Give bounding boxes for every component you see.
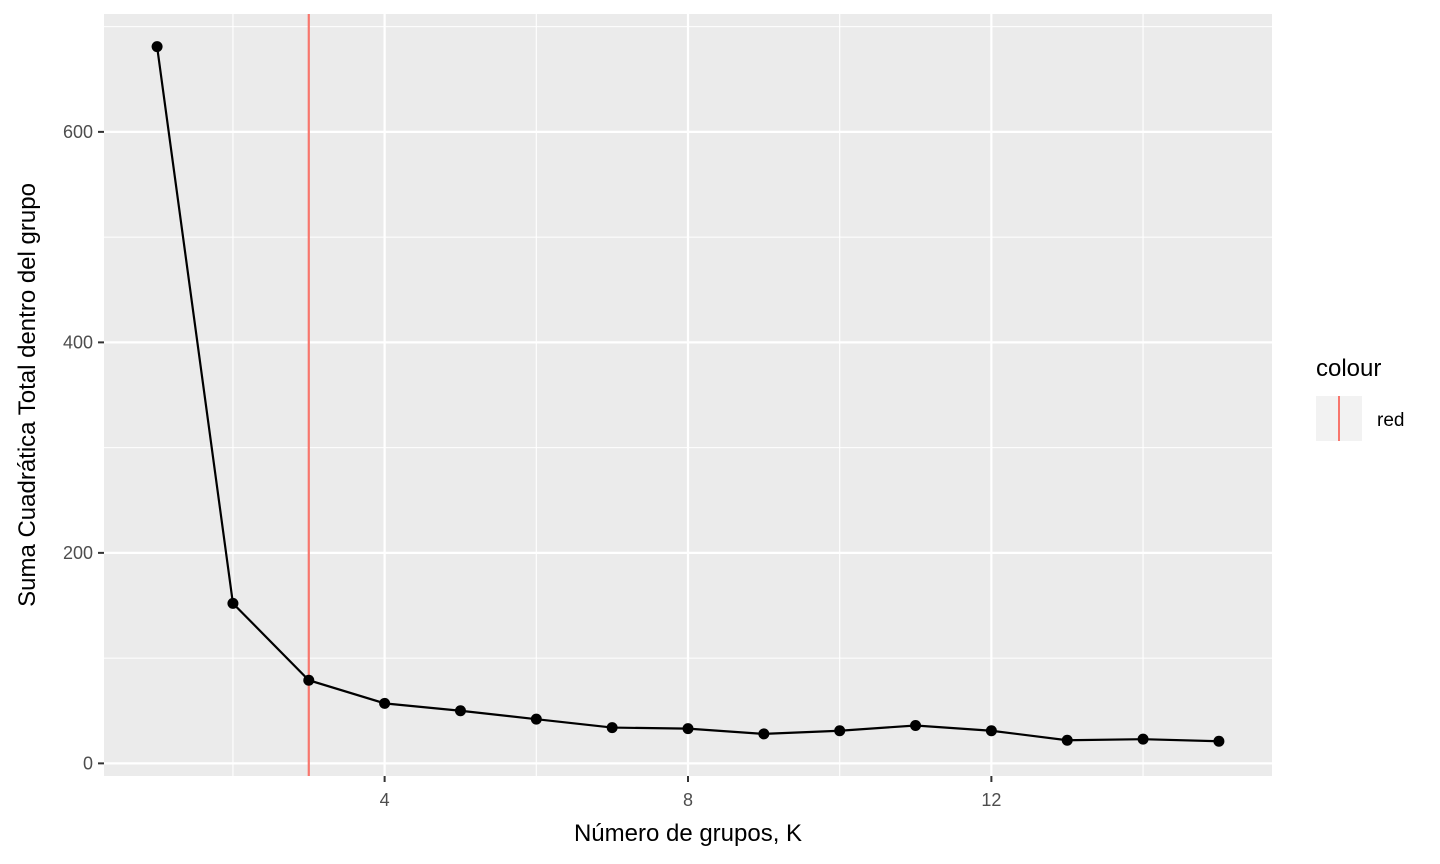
- y-tick-label: 200: [63, 543, 93, 563]
- x-axis-ticks: 4 8 12: [380, 776, 1001, 810]
- data-point: [1061, 734, 1073, 746]
- legend-label-red: red: [1377, 410, 1404, 431]
- x-tick-label: 12: [981, 790, 1001, 810]
- data-point: [151, 41, 163, 53]
- legend-title: colour: [1316, 355, 1381, 382]
- y-tick-label: 400: [63, 332, 93, 352]
- major-gridlines: [104, 14, 1272, 776]
- y-tick-label: 600: [63, 122, 93, 142]
- data-point: [1213, 735, 1225, 747]
- data-point: [1137, 733, 1149, 745]
- y-axis-ticks: 0 200 400 600: [63, 122, 104, 773]
- data-point: [682, 723, 694, 735]
- data-point: [454, 705, 466, 717]
- data-point: [303, 674, 315, 686]
- data-point: [834, 725, 846, 737]
- data-point: [606, 722, 618, 734]
- series-layer: [151, 41, 1225, 747]
- x-tick-label: 8: [683, 790, 693, 810]
- legend: colour red: [1316, 355, 1404, 441]
- data-point: [227, 597, 239, 609]
- y-axis-title: Suma Cuadrática Total dentro del grupo: [14, 183, 41, 607]
- y-tick-label: 0: [83, 753, 93, 773]
- data-point: [910, 719, 922, 731]
- data-point: [379, 697, 391, 709]
- data-point: [530, 713, 542, 725]
- data-point: [985, 725, 997, 737]
- x-axis-title: Número de grupos, K: [574, 820, 802, 847]
- data-point: [758, 728, 770, 740]
- x-tick-label: 4: [380, 790, 390, 810]
